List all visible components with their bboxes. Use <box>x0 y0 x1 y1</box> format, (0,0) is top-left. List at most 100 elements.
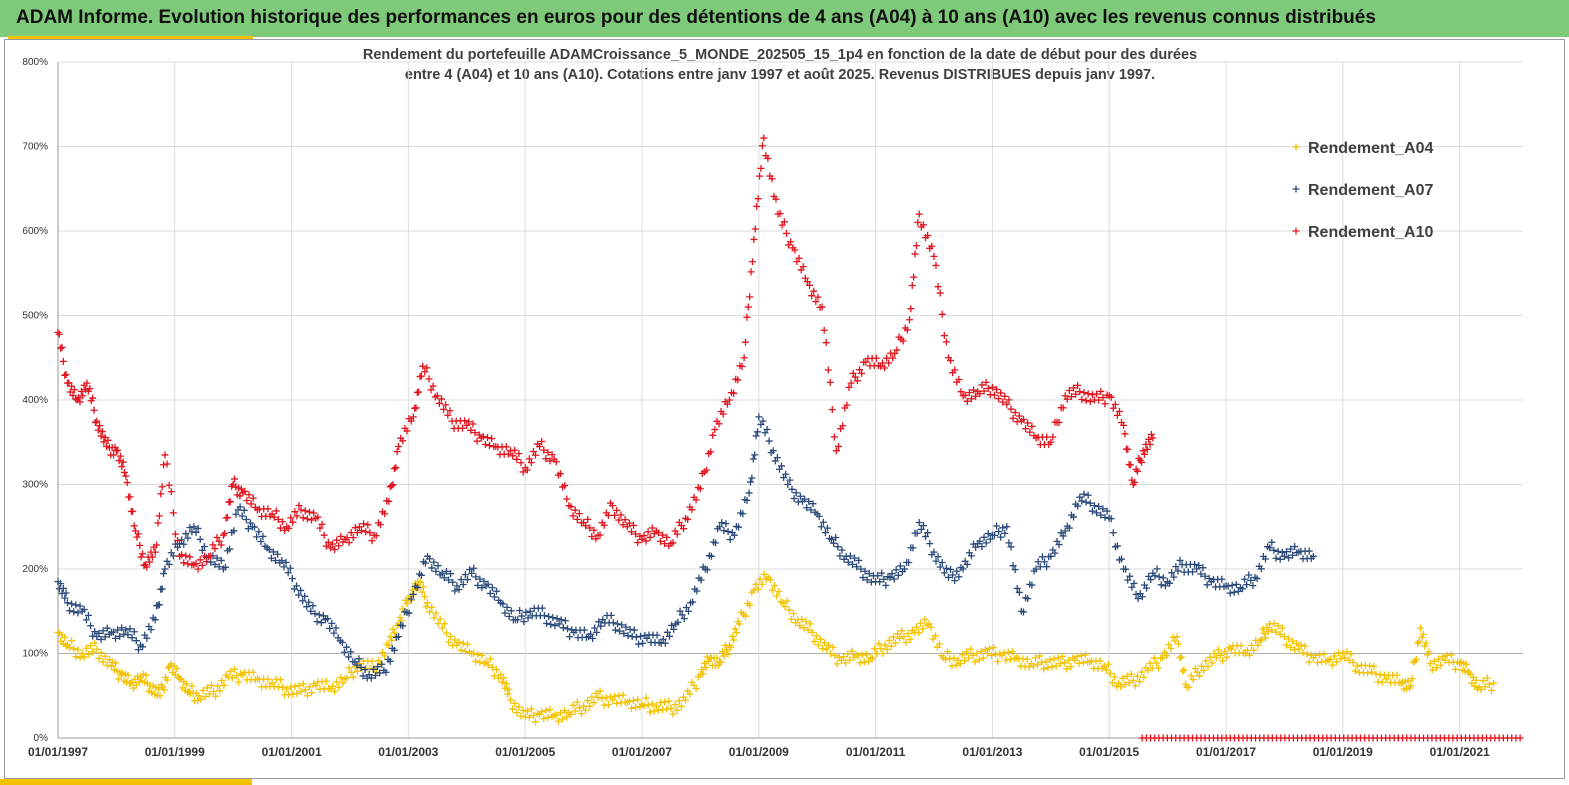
data-point <box>463 640 471 648</box>
data-point <box>230 527 238 535</box>
chart-title-line-1: Rendement du portefeuille ADAMCroissance… <box>362 47 1198 63</box>
data-point <box>433 392 441 400</box>
data-point <box>652 702 660 710</box>
data-point <box>1095 503 1103 511</box>
data-point <box>997 389 1005 397</box>
data-point <box>588 693 596 701</box>
data-point <box>1291 543 1299 551</box>
data-point <box>84 650 92 658</box>
data-point <box>347 668 355 676</box>
data-point <box>84 611 92 619</box>
data-point <box>473 437 481 445</box>
data-point <box>1206 653 1214 661</box>
data-point <box>515 703 523 711</box>
data-point <box>303 515 311 523</box>
data-point <box>463 421 471 429</box>
data-point <box>734 376 742 384</box>
data-point <box>124 671 132 679</box>
data-point <box>453 582 461 590</box>
data-point <box>147 626 155 634</box>
data-point <box>980 387 988 395</box>
data-point <box>1174 567 1182 575</box>
data-point <box>963 560 971 568</box>
data-point <box>474 581 482 589</box>
data-point <box>872 354 880 362</box>
data-point <box>115 457 123 465</box>
data-point <box>995 528 1003 536</box>
data-point <box>842 659 850 667</box>
data-point <box>511 446 519 454</box>
data-point <box>61 594 69 602</box>
data-point <box>203 684 211 692</box>
data-point <box>396 614 404 622</box>
data-point <box>445 638 453 646</box>
data-point <box>1123 672 1131 680</box>
data-point <box>773 592 781 600</box>
data-point <box>556 709 564 717</box>
data-point <box>434 620 442 628</box>
data-point <box>238 512 246 520</box>
data-point <box>77 387 85 395</box>
data-point <box>1203 581 1211 589</box>
data-point <box>635 640 643 648</box>
data-point <box>525 455 533 463</box>
data-point <box>1046 656 1054 664</box>
data-point <box>210 688 218 696</box>
data-point <box>151 616 159 624</box>
data-point <box>259 532 267 540</box>
data-point <box>819 645 827 653</box>
data-point <box>114 675 122 683</box>
data-point <box>1320 650 1328 658</box>
data-point <box>765 437 773 445</box>
data-point <box>207 552 215 560</box>
data-point <box>524 614 532 622</box>
data-point <box>594 693 602 701</box>
data-point <box>174 536 182 544</box>
data-point <box>1245 571 1253 579</box>
data-point <box>471 429 479 437</box>
data-point <box>133 533 141 541</box>
data-point <box>435 399 443 407</box>
data-point <box>1121 430 1129 438</box>
chart-frame <box>4 39 1565 779</box>
legend-label: Rendement_A04 <box>1308 140 1433 157</box>
data-point <box>493 587 501 595</box>
data-point <box>947 565 955 573</box>
data-point <box>994 657 1002 665</box>
data-point <box>211 560 219 568</box>
legend-label: Rendement_A10 <box>1308 224 1433 241</box>
data-point <box>399 437 407 445</box>
data-point <box>415 388 423 396</box>
data-point <box>107 662 115 670</box>
data-point <box>863 576 871 584</box>
data-point <box>385 497 393 505</box>
data-point <box>644 701 652 709</box>
data-point <box>109 628 117 636</box>
data-point <box>478 651 486 659</box>
data-point <box>165 481 173 489</box>
data-point <box>549 614 557 622</box>
x-tick-label: 01/01/2015 <box>1079 745 1139 759</box>
data-point <box>1131 478 1139 486</box>
data-point <box>940 332 948 340</box>
data-point <box>982 378 990 386</box>
data-point <box>1147 576 1155 584</box>
data-point <box>1282 641 1290 649</box>
data-point <box>849 369 857 377</box>
data-point <box>542 455 550 463</box>
data-point <box>1024 419 1032 427</box>
data-point <box>1185 683 1193 691</box>
data-point <box>347 648 355 656</box>
data-point <box>749 455 757 463</box>
data-point <box>548 451 556 459</box>
data-point <box>609 619 617 627</box>
data-point <box>326 624 334 632</box>
data-point <box>1289 551 1297 559</box>
data-point <box>87 622 95 630</box>
data-point <box>192 560 200 568</box>
data-point <box>1024 595 1032 603</box>
data-point <box>627 704 635 712</box>
data-point <box>911 250 919 258</box>
data-point <box>76 602 84 610</box>
data-point <box>309 602 317 610</box>
